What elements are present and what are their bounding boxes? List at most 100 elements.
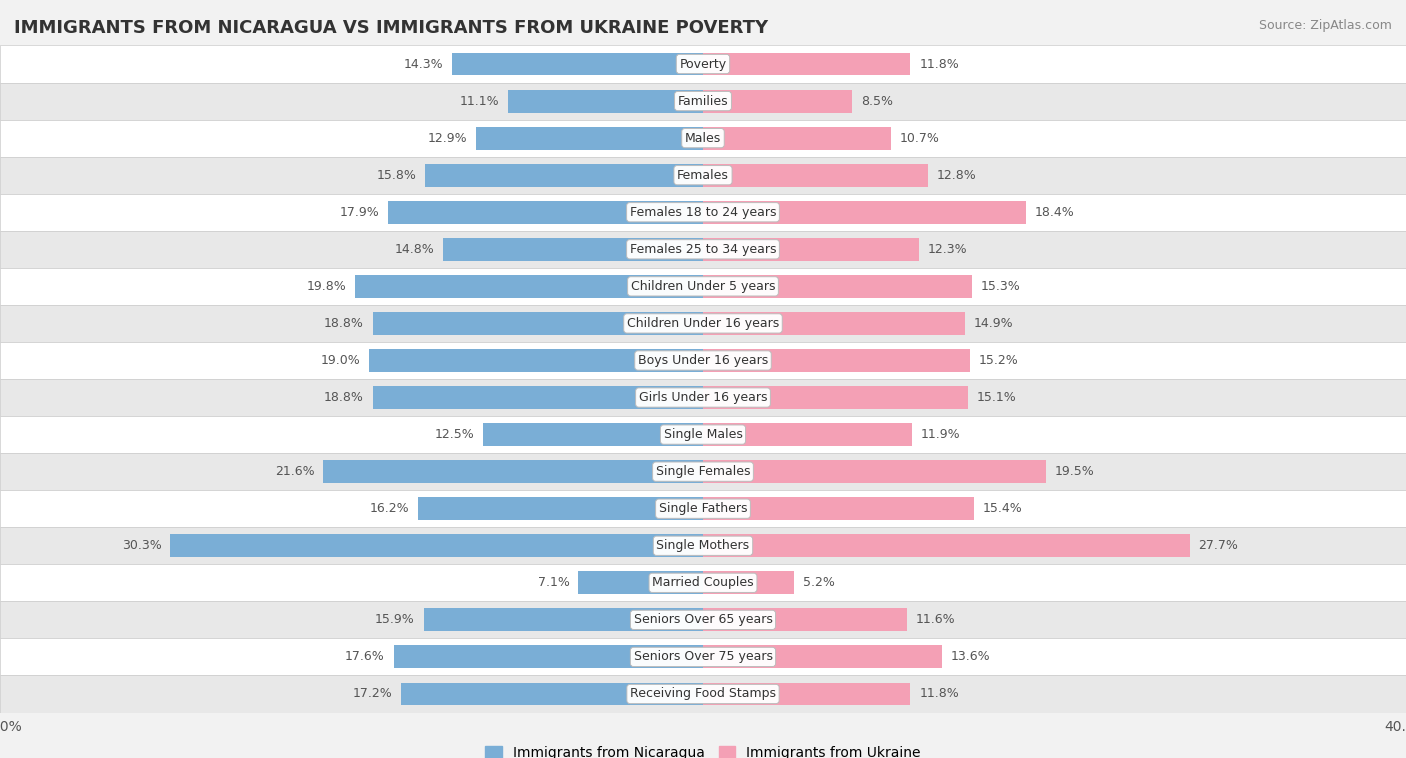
Bar (703, 497, 973, 520)
Text: Source: ZipAtlas.com: Source: ZipAtlas.com (1258, 19, 1392, 32)
Bar (0, 157, 1406, 194)
Text: 12.3%: 12.3% (928, 243, 967, 255)
Bar (477, 127, 703, 149)
Text: 15.1%: 15.1% (977, 391, 1017, 404)
Bar (0, 638, 1406, 675)
Text: 11.1%: 11.1% (460, 95, 499, 108)
Bar (578, 572, 703, 594)
Bar (484, 423, 703, 446)
Text: 11.6%: 11.6% (915, 613, 955, 626)
Bar (703, 423, 912, 446)
Text: 15.8%: 15.8% (377, 169, 416, 182)
Bar (0, 305, 1406, 342)
Text: 16.2%: 16.2% (370, 503, 409, 515)
Bar (368, 349, 703, 372)
Bar (703, 349, 970, 372)
Text: Males: Males (685, 132, 721, 145)
Text: 14.3%: 14.3% (404, 58, 443, 70)
Legend: Immigrants from Nicaragua, Immigrants from Ukraine: Immigrants from Nicaragua, Immigrants fr… (479, 741, 927, 758)
Text: Single Fathers: Single Fathers (659, 503, 747, 515)
Text: 7.1%: 7.1% (537, 576, 569, 589)
Text: 30.3%: 30.3% (122, 539, 162, 553)
Text: 19.0%: 19.0% (321, 354, 360, 367)
Text: 15.3%: 15.3% (981, 280, 1021, 293)
Text: Seniors Over 65 years: Seniors Over 65 years (634, 613, 772, 626)
Text: Single Mothers: Single Mothers (657, 539, 749, 553)
Bar (0, 194, 1406, 230)
Bar (703, 386, 969, 409)
Bar (703, 312, 965, 335)
Text: Married Couples: Married Couples (652, 576, 754, 589)
Text: 11.8%: 11.8% (920, 58, 959, 70)
Text: 27.7%: 27.7% (1198, 539, 1239, 553)
Bar (425, 164, 703, 186)
Bar (703, 275, 972, 298)
Text: 19.8%: 19.8% (307, 280, 346, 293)
Text: Children Under 16 years: Children Under 16 years (627, 317, 779, 330)
Text: 10.7%: 10.7% (900, 132, 939, 145)
Bar (443, 238, 703, 261)
Bar (394, 646, 703, 669)
Text: IMMIGRANTS FROM NICARAGUA VS IMMIGRANTS FROM UKRAINE POVERTY: IMMIGRANTS FROM NICARAGUA VS IMMIGRANTS … (14, 19, 768, 37)
Bar (323, 460, 703, 483)
Text: Poverty: Poverty (679, 58, 727, 70)
Bar (388, 201, 703, 224)
Bar (0, 230, 1406, 268)
Text: 18.4%: 18.4% (1035, 205, 1076, 219)
Bar (703, 609, 907, 631)
Bar (0, 490, 1406, 528)
Bar (373, 312, 703, 335)
Text: Receiving Food Stamps: Receiving Food Stamps (630, 688, 776, 700)
Text: 12.9%: 12.9% (427, 132, 467, 145)
Bar (508, 89, 703, 112)
Text: 8.5%: 8.5% (860, 95, 893, 108)
Text: 13.6%: 13.6% (950, 650, 990, 663)
Bar (0, 342, 1406, 379)
Text: 14.9%: 14.9% (973, 317, 1014, 330)
Text: 14.8%: 14.8% (394, 243, 434, 255)
Bar (373, 386, 703, 409)
Text: 12.8%: 12.8% (936, 169, 977, 182)
Bar (703, 460, 1046, 483)
Bar (0, 601, 1406, 638)
Text: 11.9%: 11.9% (921, 428, 960, 441)
Text: Children Under 5 years: Children Under 5 years (631, 280, 775, 293)
Text: Single Females: Single Females (655, 465, 751, 478)
Bar (0, 416, 1406, 453)
Bar (401, 682, 703, 706)
Text: 11.8%: 11.8% (920, 688, 959, 700)
Bar (0, 379, 1406, 416)
Bar (703, 201, 1026, 224)
Text: 19.5%: 19.5% (1054, 465, 1094, 478)
Bar (0, 675, 1406, 713)
Text: Families: Families (678, 95, 728, 108)
Text: 21.6%: 21.6% (276, 465, 315, 478)
Text: 17.2%: 17.2% (352, 688, 392, 700)
Bar (0, 564, 1406, 601)
Bar (423, 609, 703, 631)
Text: 5.2%: 5.2% (803, 576, 835, 589)
Bar (0, 453, 1406, 490)
Bar (170, 534, 703, 557)
Text: Single Males: Single Males (664, 428, 742, 441)
Bar (451, 52, 703, 76)
Text: 18.8%: 18.8% (323, 317, 364, 330)
Bar (703, 646, 942, 669)
Text: 17.6%: 17.6% (344, 650, 385, 663)
Text: Girls Under 16 years: Girls Under 16 years (638, 391, 768, 404)
Text: Females 18 to 24 years: Females 18 to 24 years (630, 205, 776, 219)
Bar (703, 682, 911, 706)
Text: Boys Under 16 years: Boys Under 16 years (638, 354, 768, 367)
Bar (703, 164, 928, 186)
Text: 15.4%: 15.4% (983, 503, 1022, 515)
Text: 15.2%: 15.2% (979, 354, 1019, 367)
Bar (703, 572, 794, 594)
Text: 12.5%: 12.5% (434, 428, 475, 441)
Bar (0, 120, 1406, 157)
Text: 15.9%: 15.9% (375, 613, 415, 626)
Bar (703, 89, 852, 112)
Bar (0, 83, 1406, 120)
Text: Females: Females (678, 169, 728, 182)
Bar (0, 45, 1406, 83)
Bar (419, 497, 703, 520)
